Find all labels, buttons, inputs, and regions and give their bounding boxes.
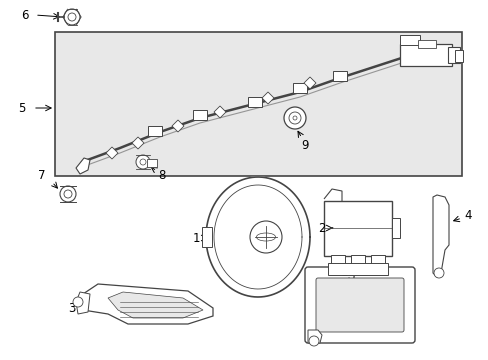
Polygon shape: [172, 120, 183, 132]
Circle shape: [249, 221, 282, 253]
Text: 4: 4: [463, 208, 471, 221]
Text: 8: 8: [158, 168, 165, 181]
Polygon shape: [108, 292, 203, 318]
Polygon shape: [205, 177, 309, 297]
Polygon shape: [132, 137, 143, 149]
FancyBboxPatch shape: [454, 50, 462, 62]
FancyBboxPatch shape: [55, 32, 461, 176]
FancyBboxPatch shape: [305, 267, 414, 343]
Circle shape: [60, 186, 76, 202]
Bar: [332, 71, 346, 81]
FancyBboxPatch shape: [327, 263, 387, 275]
Polygon shape: [76, 158, 90, 174]
FancyBboxPatch shape: [417, 40, 435, 48]
FancyBboxPatch shape: [391, 218, 399, 238]
Text: 9: 9: [301, 139, 308, 152]
Text: 5: 5: [18, 102, 26, 114]
Polygon shape: [76, 292, 90, 314]
Text: 7: 7: [38, 168, 46, 181]
Circle shape: [136, 155, 150, 169]
Bar: [247, 97, 262, 107]
Polygon shape: [106, 147, 118, 159]
Circle shape: [140, 159, 146, 165]
Polygon shape: [214, 106, 225, 118]
Text: 6: 6: [21, 9, 29, 22]
Polygon shape: [432, 195, 448, 277]
Circle shape: [64, 190, 72, 198]
FancyBboxPatch shape: [399, 35, 419, 45]
FancyBboxPatch shape: [315, 278, 403, 332]
Text: 10: 10: [340, 266, 355, 279]
Bar: [193, 110, 206, 120]
Circle shape: [284, 107, 305, 129]
Circle shape: [308, 336, 318, 346]
FancyBboxPatch shape: [202, 227, 212, 247]
FancyBboxPatch shape: [370, 255, 384, 265]
Circle shape: [288, 112, 301, 124]
Text: 2: 2: [318, 221, 325, 234]
FancyBboxPatch shape: [324, 201, 391, 256]
Circle shape: [68, 13, 76, 21]
Circle shape: [64, 9, 80, 25]
FancyBboxPatch shape: [350, 255, 364, 265]
Polygon shape: [83, 284, 213, 324]
FancyBboxPatch shape: [147, 159, 157, 167]
Circle shape: [73, 297, 83, 307]
Text: 3: 3: [68, 302, 76, 315]
Polygon shape: [307, 330, 321, 343]
Circle shape: [292, 116, 296, 120]
Bar: [292, 83, 306, 93]
Polygon shape: [262, 92, 273, 104]
Text: 1: 1: [192, 231, 199, 244]
Polygon shape: [304, 77, 315, 89]
FancyBboxPatch shape: [447, 47, 459, 63]
FancyBboxPatch shape: [330, 255, 345, 265]
Circle shape: [433, 268, 443, 278]
FancyBboxPatch shape: [399, 44, 451, 66]
Bar: [148, 126, 162, 136]
